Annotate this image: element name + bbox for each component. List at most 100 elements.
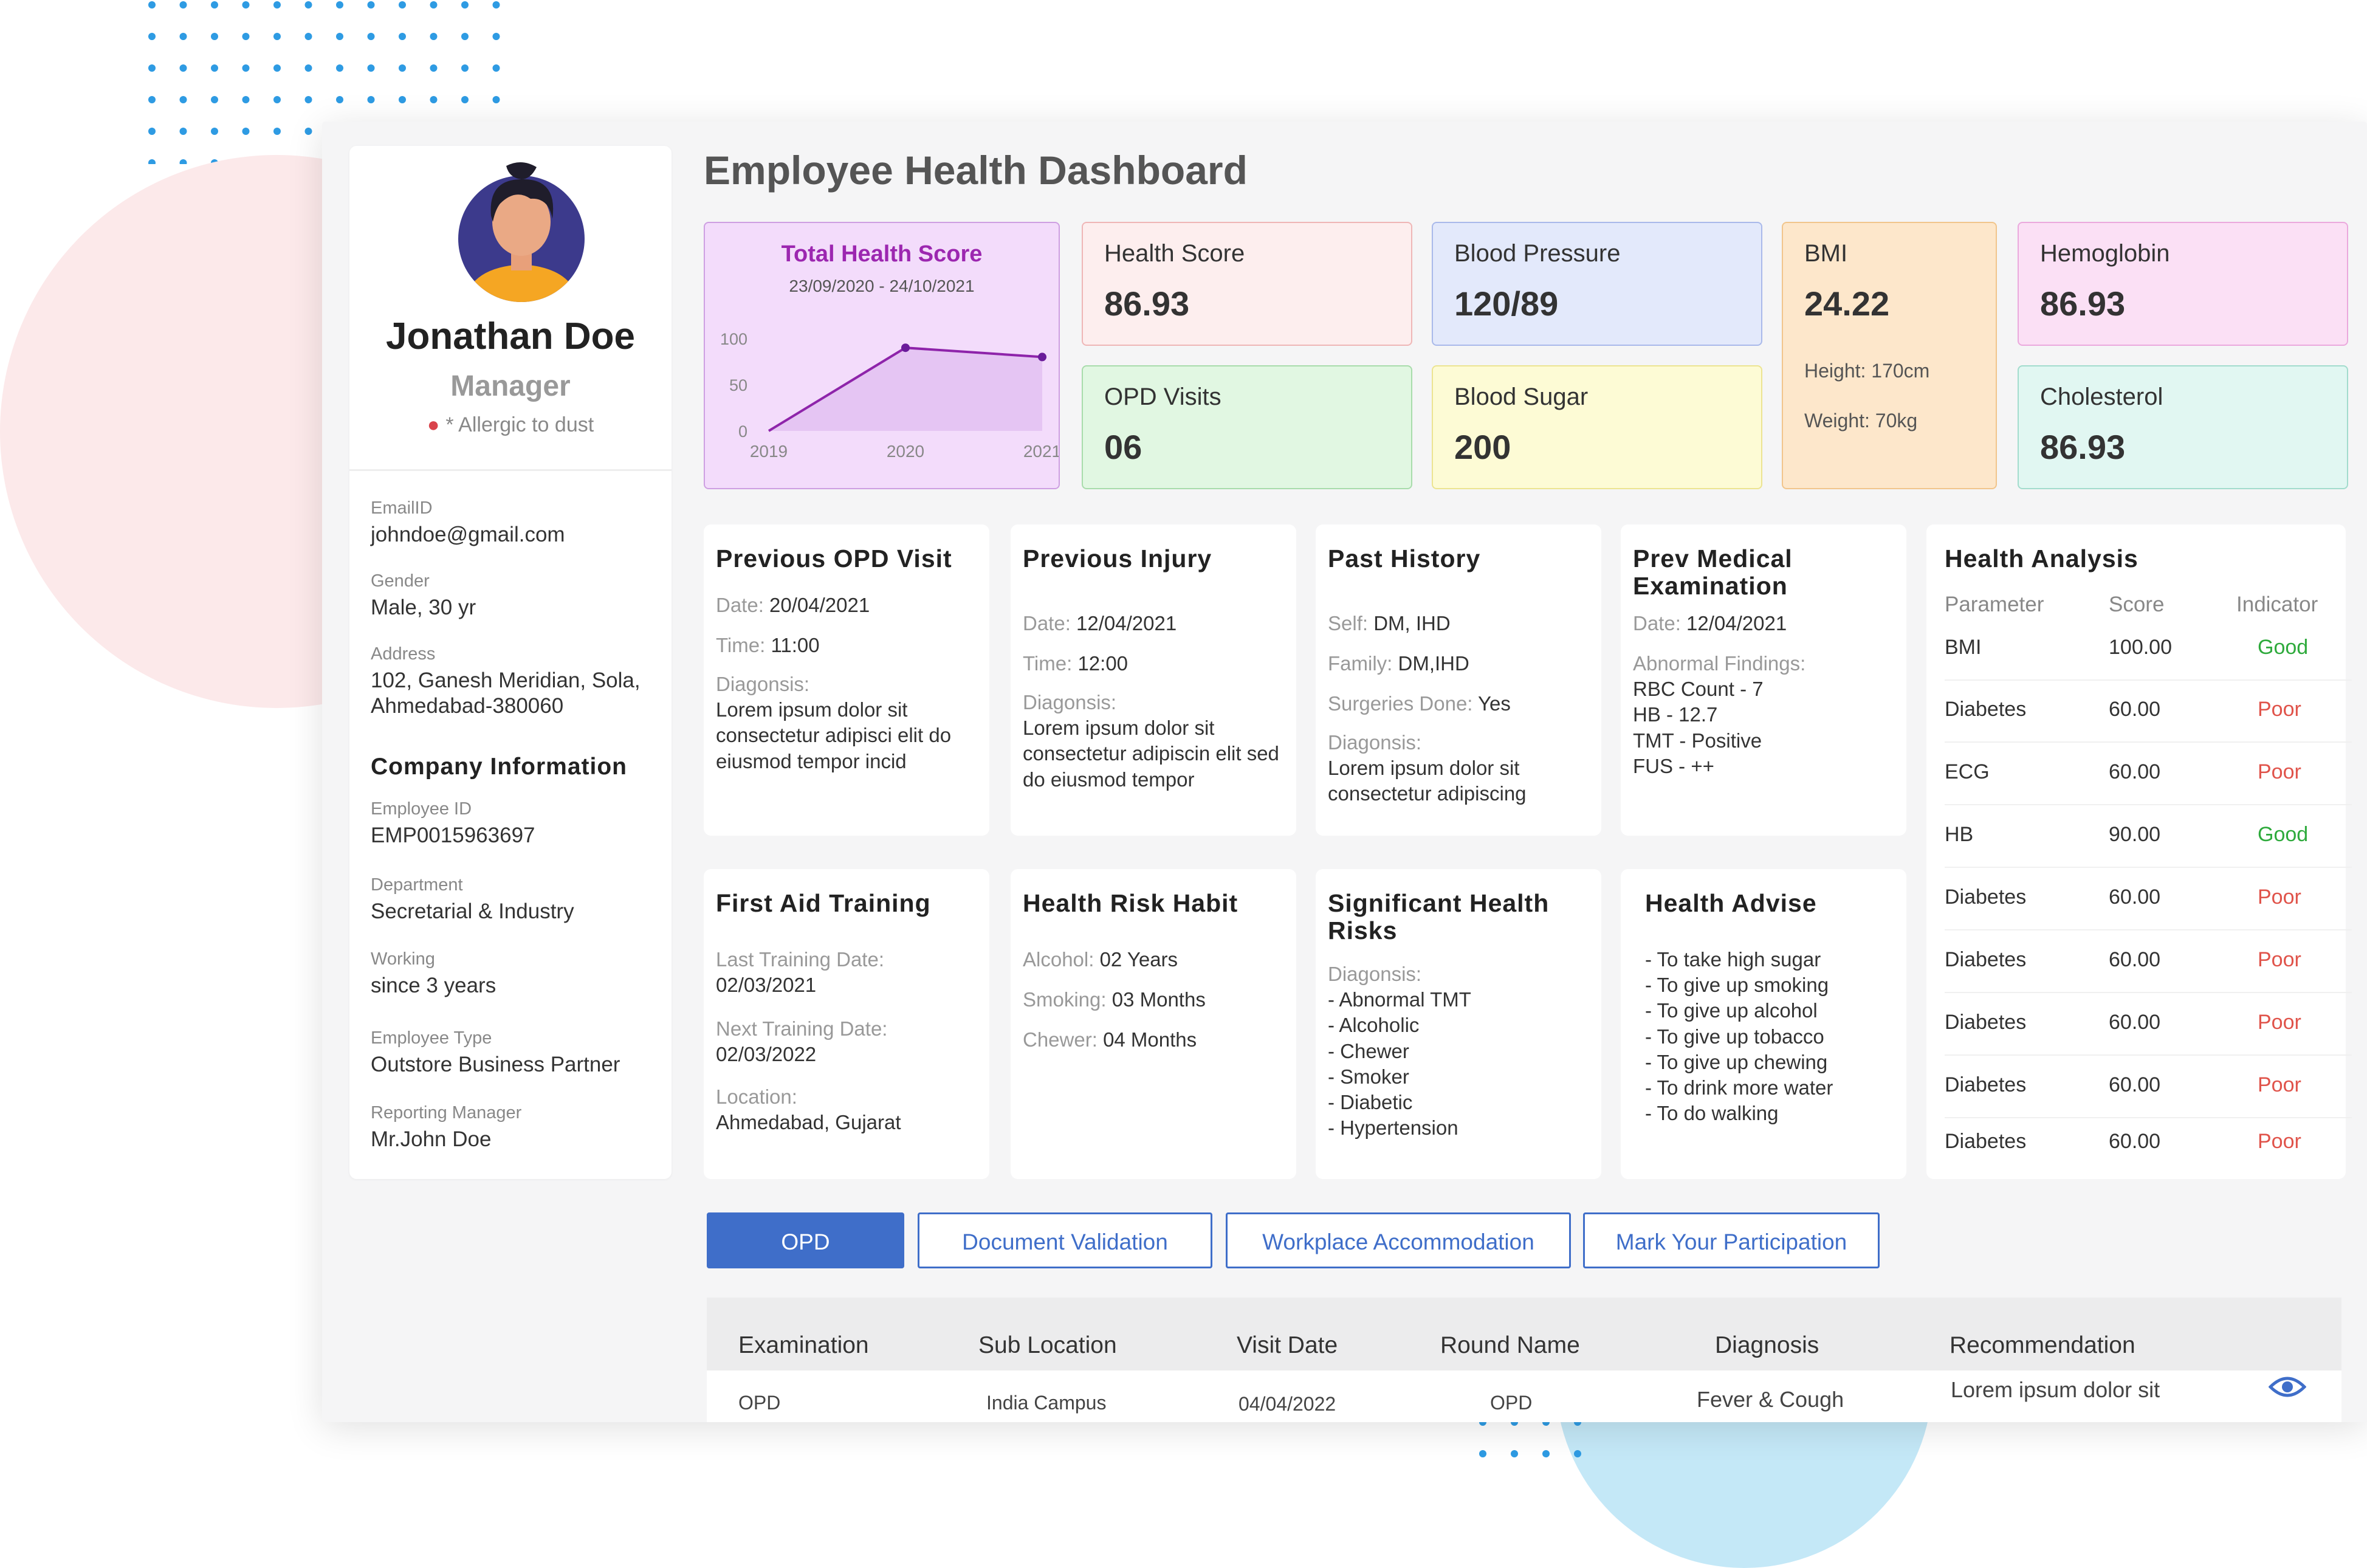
- first-aid-training-title: First Aid Training: [716, 889, 931, 917]
- employee-type-label: Employee Type: [371, 1028, 492, 1048]
- gender-label: Gender: [371, 571, 430, 591]
- prev-medical-date: Date: 12/04/2021: [1633, 611, 1787, 636]
- date-label: Date:: [1023, 612, 1071, 634]
- blood-sugar-value: 200: [1454, 428, 1511, 466]
- self-value: DM, IHD: [1373, 612, 1451, 634]
- analysis-score: 60.00: [2109, 1011, 2161, 1034]
- analysis-indicator: Poor: [2258, 1073, 2301, 1096]
- bmi-card[interactable]: BMI 24.22 Height: 170cm Weight: 70kg: [1782, 222, 1997, 489]
- decorative-dot: [242, 33, 250, 40]
- blood-sugar-card[interactable]: Blood Sugar 200: [1432, 365, 1762, 489]
- chewer-label: Chewer:: [1023, 1028, 1098, 1051]
- decorative-dot: [148, 96, 156, 103]
- chewer-value: 04 Months: [1103, 1028, 1197, 1051]
- previous-opd-diagnosis: Diagonsis: Lorem ipsum dolor sit consecte…: [716, 672, 983, 774]
- cell-sub-location: India Campus: [986, 1392, 1107, 1414]
- self-label: Self:: [1328, 612, 1369, 634]
- health-risk-habit-card: Health Risk Habit Alcohol: 02 Years Smok…: [1011, 869, 1296, 1179]
- cholesterol-value: 86.93: [2040, 428, 2126, 466]
- first-aid-training-card: First Aid Training Last Training Date: 02…: [704, 869, 989, 1179]
- next-training: Next Training Date: 02/03/2022: [716, 1016, 887, 1067]
- advise-item: - To take high sugar: [1645, 948, 1821, 971]
- total-health-score-card[interactable]: Total Health Score 23/09/2020 - 24/10/20…: [704, 222, 1060, 489]
- working-label: Working: [371, 949, 435, 969]
- diagnosis-value: Lorem ipsum dolor sit consectetur adipis…: [1328, 757, 1527, 805]
- decorative-dot: [461, 33, 469, 40]
- employee-type-field: Employee Type Outstore Business Partner: [371, 1028, 620, 1078]
- decorative-dot: [179, 159, 187, 164]
- cholesterol-card[interactable]: Cholesterol 86.93: [2018, 365, 2348, 489]
- gender-value: Male, 30 yr: [371, 596, 476, 619]
- decorative-dot: [242, 96, 250, 103]
- view-eye-icon[interactable]: [2269, 1375, 2306, 1399]
- analysis-row-divider: [1945, 929, 2352, 930]
- previous-opd-visit-title: Previous OPD Visit: [716, 545, 952, 573]
- next-training-value: 02/03/2022: [716, 1043, 817, 1066]
- time-label: Time:: [716, 634, 766, 656]
- family-value: DM,IHD: [1398, 652, 1469, 675]
- next-training-label: Next Training Date:: [716, 1017, 888, 1040]
- decorative-dot: [430, 96, 438, 103]
- decorative-dot: [492, 33, 500, 40]
- blood-pressure-card[interactable]: Blood Pressure 120/89: [1432, 222, 1762, 346]
- advise-item: - To drink more water: [1645, 1076, 1833, 1099]
- analysis-score: 60.00: [2109, 948, 2161, 971]
- decorative-dot: [336, 33, 343, 40]
- analysis-row-divider: [1945, 804, 2352, 805]
- time-label: Time:: [1023, 652, 1073, 675]
- health-analysis-title: Health Analysis: [1945, 545, 2139, 573]
- past-history-diagnosis: Diagonsis: Lorem ipsum dolor sit consecte…: [1328, 730, 1595, 807]
- advise-item: - To give up tobacco: [1645, 1025, 1824, 1048]
- x-tick-label: 2019: [750, 442, 788, 461]
- hemoglobin-card[interactable]: Hemoglobin 86.93: [2018, 222, 2348, 346]
- alcohol-habit: Alcohol: 02 Years: [1023, 947, 1178, 972]
- previous-injury-card: Previous Injury Date: 12/04/2021 Time: 1…: [1011, 524, 1296, 836]
- tab-mark-your-participation[interactable]: Mark Your Participation: [1583, 1212, 1880, 1268]
- table-row[interactable]: [707, 1370, 2341, 1422]
- analysis-indicator: Poor: [2258, 1130, 2301, 1153]
- prev-medical-findings: Abnormal Findings: RBC Count - 7 HB - 12…: [1633, 651, 1805, 779]
- smoking-label: Smoking:: [1023, 988, 1107, 1011]
- analysis-row-divider: [1945, 1117, 2352, 1118]
- surgeries-value: Yes: [1478, 692, 1511, 715]
- opd-visits-card[interactable]: OPD Visits 06: [1082, 365, 1412, 489]
- column-header-score: Score: [2109, 593, 2165, 616]
- surgeries-label: Surgeries Done:: [1328, 692, 1473, 715]
- analysis-parameter: BMI: [1945, 636, 1982, 659]
- decorative-dot: [492, 96, 500, 103]
- decorative-dot: [399, 96, 406, 103]
- decorative-dot: [179, 64, 187, 72]
- profile-card: Jonathan Doe Manager ● * Allergic to dust…: [349, 146, 672, 1179]
- analysis-row-divider: [1945, 1054, 2352, 1056]
- past-history-card: Past History Self: DM, IHD Family: DM,IH…: [1316, 524, 1601, 836]
- decorative-dot: [492, 64, 500, 72]
- risk-item: - Diabetic: [1328, 1091, 1413, 1114]
- past-history-family: Family: DM,IHD: [1328, 651, 1469, 676]
- avatar: [458, 162, 585, 302]
- health-score-card[interactable]: Health Score 86.93: [1082, 222, 1412, 346]
- column-header-diagnosis: Diagnosis: [1715, 1332, 1819, 1358]
- hemoglobin-label: Hemoglobin: [2040, 240, 2170, 267]
- x-tick-label: 2021: [1023, 442, 1059, 461]
- tab-document-validation[interactable]: Document Validation: [918, 1212, 1212, 1268]
- decorative-dot: [336, 96, 343, 103]
- total-health-score-chart: 0 50 100 2019 2020 2021: [720, 330, 1059, 461]
- smoking-habit: Smoking: 03 Months: [1023, 987, 1206, 1013]
- blood-sugar-label: Blood Sugar: [1454, 383, 1589, 410]
- tab-workplace-accommodation[interactable]: Workplace Accommodation: [1226, 1212, 1571, 1268]
- decorative-dot: [367, 64, 375, 72]
- decorative-dot: [1542, 1450, 1550, 1457]
- decorative-dot: [179, 96, 187, 103]
- abnormal-findings-label: Abnormal Findings:: [1633, 652, 1806, 675]
- decorative-dot: [179, 33, 187, 40]
- decorative-dot: [273, 33, 281, 40]
- decorative-dot: [399, 64, 406, 72]
- total-health-score-date-range: 23/09/2020 - 24/10/2021: [789, 277, 975, 295]
- advise-item: - To give up chewing: [1645, 1050, 1828, 1073]
- employee-type-value: Outstore Business Partner: [371, 1053, 620, 1076]
- decorative-dot: [336, 64, 343, 72]
- tab-opd[interactable]: OPD: [707, 1212, 904, 1268]
- finding-item: TMT - Positive: [1633, 729, 1762, 752]
- cell-diagnosis: Fever & Cough: [1697, 1387, 1844, 1412]
- analysis-parameter: Diabetes: [1945, 698, 2027, 721]
